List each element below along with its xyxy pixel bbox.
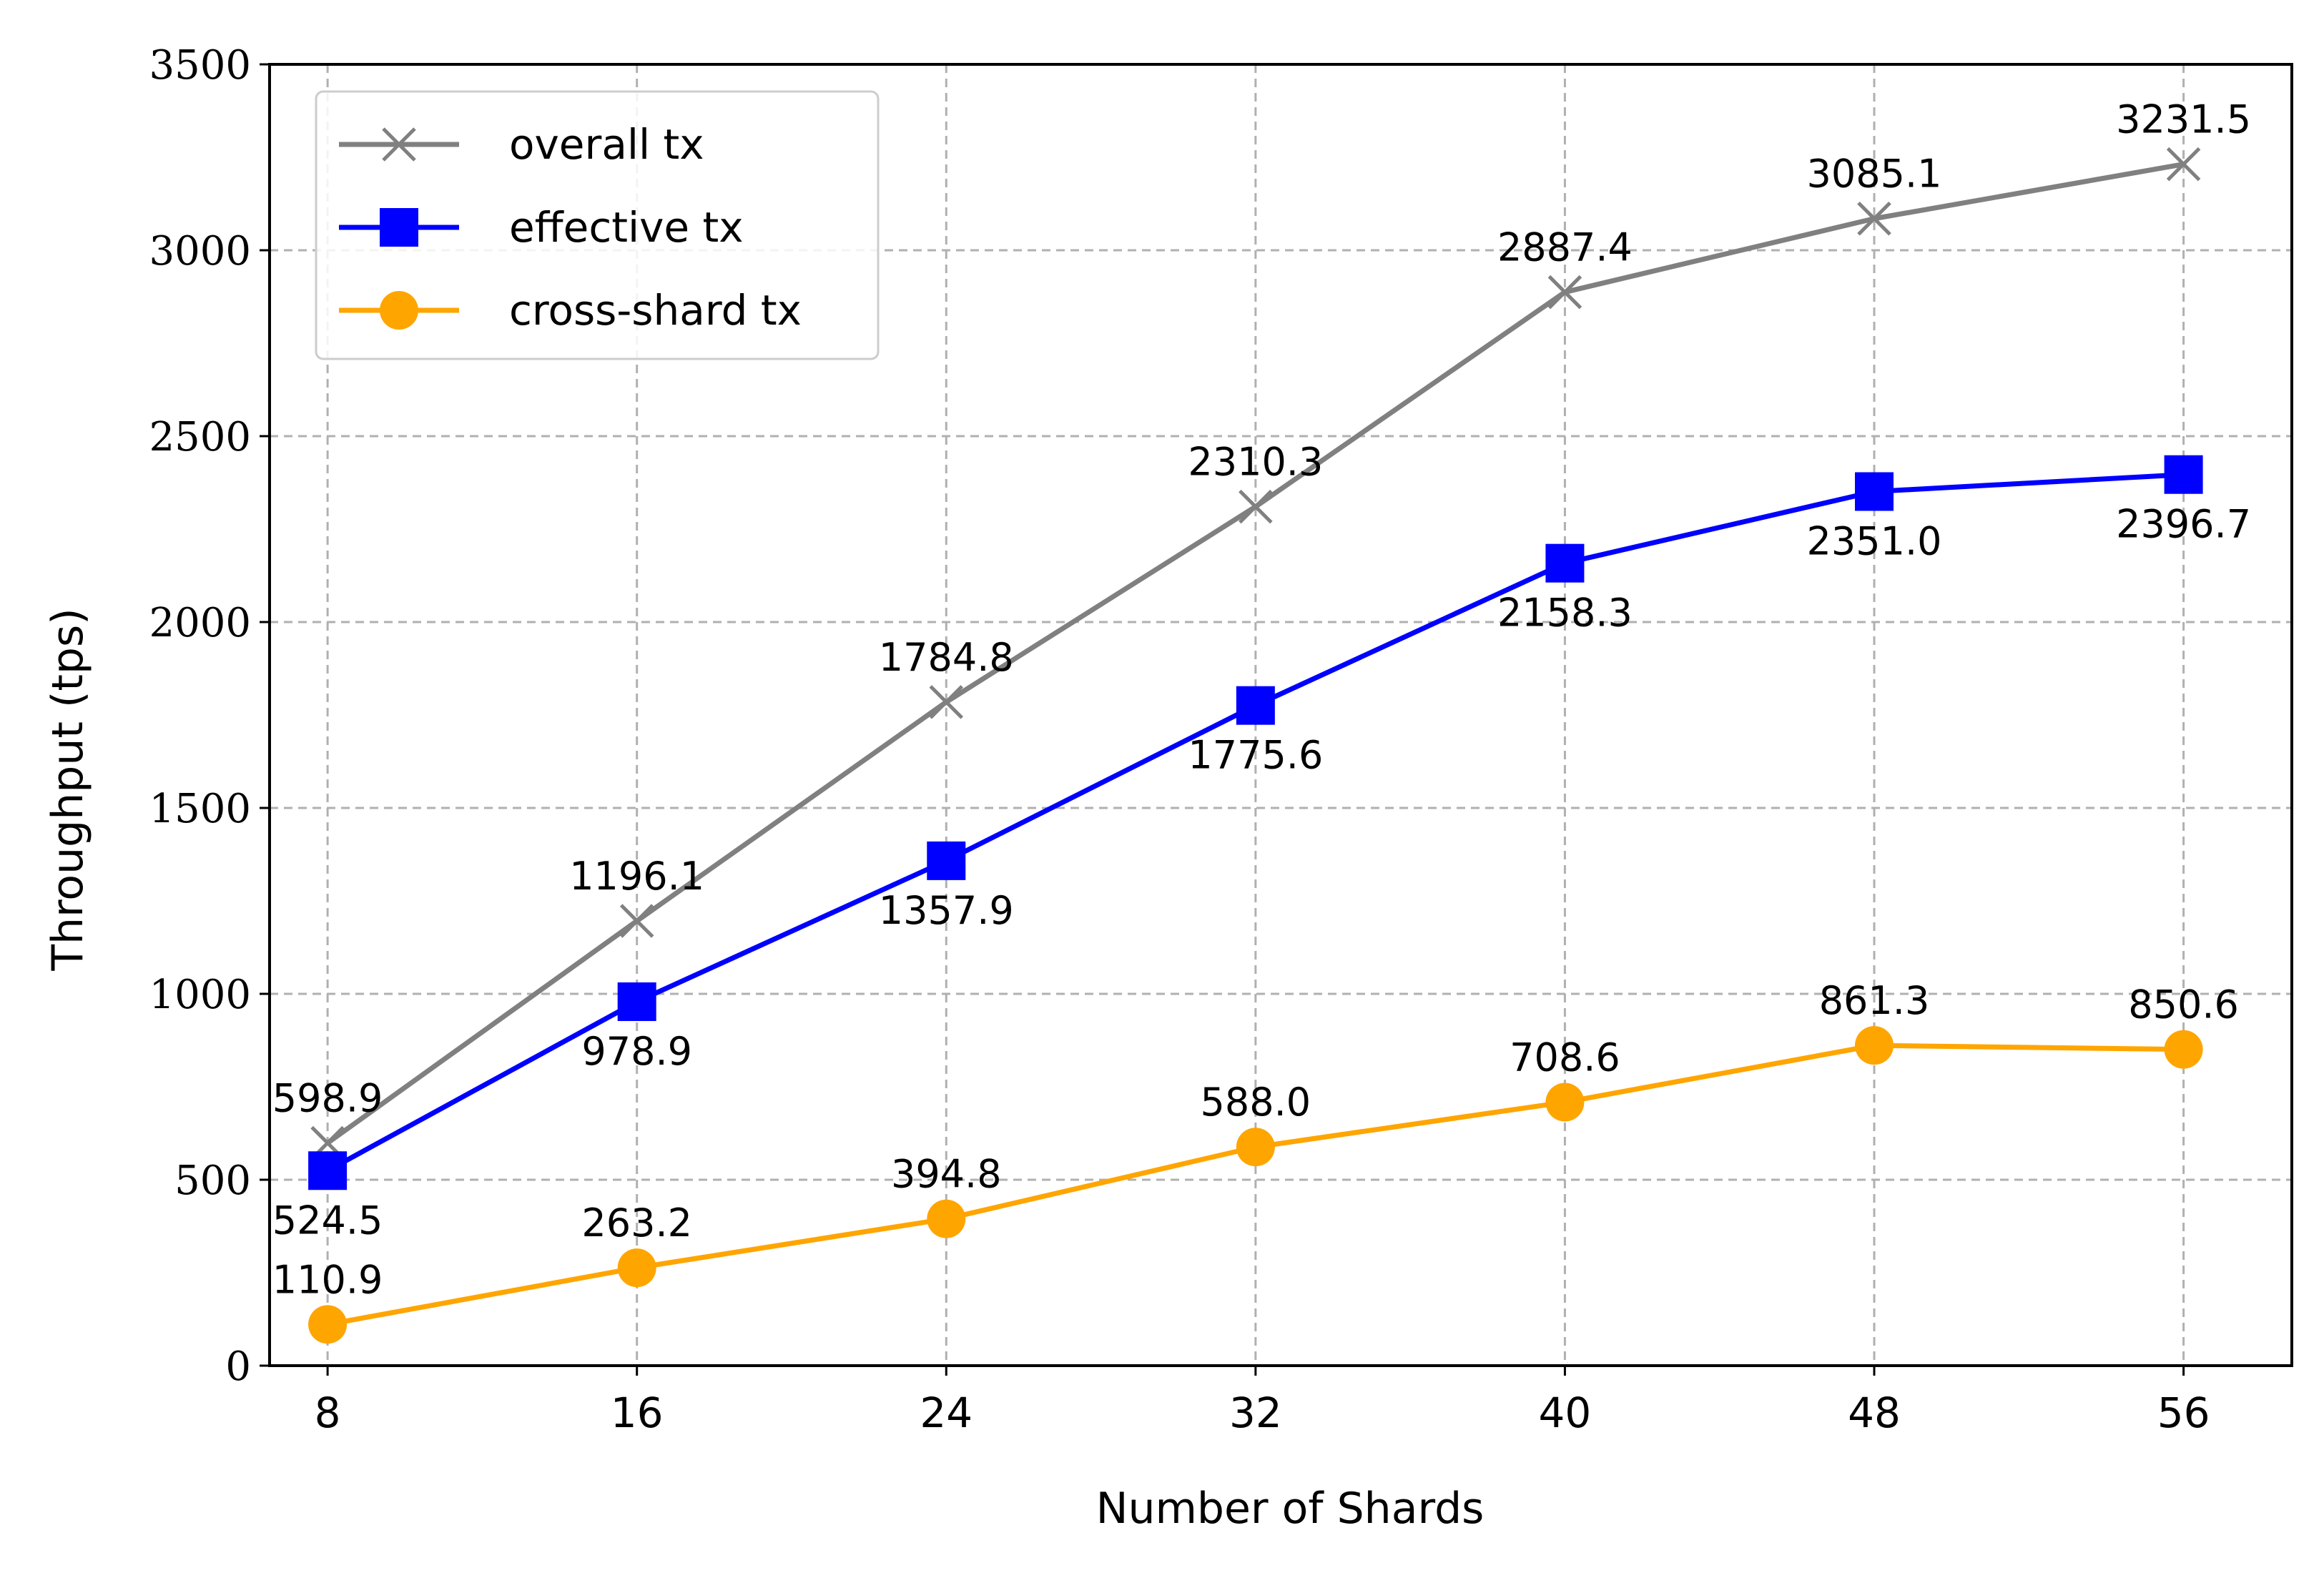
marker-stroke [1547, 275, 1582, 310]
data-label-cross-shard: 394.8 [891, 1152, 1002, 1197]
legend-label: overall tx [509, 120, 704, 169]
data-label-cross-shard: 263.2 [581, 1200, 692, 1246]
data-label-overall: 3231.5 [2116, 97, 2251, 142]
data-point-cross-shard [308, 1305, 348, 1344]
data-point-effective [1855, 472, 1894, 511]
data-point-effective [1545, 543, 1585, 583]
data-point-effective [1236, 686, 1275, 725]
data-point-cross-shard [1545, 1083, 1585, 1122]
data-label-overall: 2310.3 [1188, 440, 1323, 485]
data-label-cross-shard: 708.6 [1510, 1035, 1620, 1080]
y-tick-label: 0 [225, 1343, 251, 1390]
legend-marker [380, 208, 418, 247]
y-tick-label: 1000 [149, 972, 251, 1018]
y-tick-label: 500 [174, 1158, 251, 1204]
legend-entry-overall: overall tx [339, 120, 704, 169]
legend-label: cross-shard tx [509, 286, 802, 335]
y-axis-title: Throughput (tps) [43, 608, 93, 971]
data-labels: 598.9 1196.1 1784.8 2310.3 2887.4 3085.1 3231.… [272, 97, 2251, 1303]
data-point-overall [1857, 201, 1891, 236]
series-cross-shard [308, 1026, 2203, 1344]
data-label-cross-shard: 110.9 [272, 1257, 383, 1302]
data-point-effective [2164, 455, 2203, 494]
series-overall [310, 147, 2201, 1160]
data-label-effective: 1775.6 [1188, 733, 1323, 778]
marker-stroke [1239, 489, 1273, 524]
data-point-overall [2166, 147, 2201, 182]
marker-stroke [1857, 201, 1891, 236]
data-label-effective: 2396.7 [2116, 502, 2251, 547]
marker-stroke [382, 127, 416, 162]
series-layer [308, 147, 2203, 1344]
data-point-effective [308, 1151, 348, 1190]
legend-marker [382, 127, 416, 162]
data-label-overall: 598.9 [272, 1076, 383, 1121]
marker-stroke [2166, 147, 2201, 182]
marker-stroke [929, 685, 964, 719]
x-tick-label: 48 [1848, 1389, 1901, 1437]
x-tick-label: 56 [2157, 1389, 2210, 1437]
y-tick-label: 2000 [149, 600, 251, 646]
data-point-effective [617, 982, 656, 1021]
x-tick-label: 24 [920, 1389, 973, 1437]
data-point-overall [1547, 275, 1582, 310]
legend-entry-cross-shard: cross-shard tx [339, 286, 802, 335]
legend-entry-effective: effective tx [339, 203, 744, 252]
y-tick-label: 3500 [149, 42, 251, 89]
data-label-effective: 2351.0 [1807, 518, 1942, 563]
x-tick-label: 40 [1539, 1389, 1592, 1437]
legend-marker [380, 291, 418, 330]
y-tick-label: 2500 [149, 414, 251, 460]
x-tick-label: 32 [1229, 1389, 1282, 1437]
series-effective [308, 455, 2203, 1190]
legend-box [315, 90, 880, 360]
data-label-overall: 1196.1 [569, 854, 704, 899]
data-point-overall [1239, 489, 1273, 524]
plot-frame [268, 63, 2293, 1367]
x-tick-label: 16 [611, 1389, 664, 1437]
data-label-overall: 1784.8 [879, 635, 1014, 680]
data-point-cross-shard [1236, 1128, 1275, 1167]
data-point-cross-shard [927, 1199, 966, 1238]
data-label-overall: 2887.4 [1497, 225, 1633, 270]
legend: overall tx effective tx cross-shard tx [315, 90, 880, 360]
x-tick-label: 8 [315, 1389, 341, 1437]
marker-stroke [619, 904, 654, 938]
data-point-cross-shard [2164, 1030, 2203, 1069]
axes: 8 16 24 32 40 48 56 0 500 1000 1500 2000 2500 3000 350… [149, 42, 2210, 1437]
data-label-effective: 2158.3 [1497, 591, 1633, 636]
data-point-cross-shard [1855, 1026, 1894, 1065]
legend-label: effective tx [509, 203, 744, 252]
x-axis-title: Number of Shards [1096, 1484, 1484, 1534]
data-label-effective: 524.5 [272, 1198, 383, 1243]
data-label-cross-shard: 861.3 [1819, 978, 1930, 1023]
data-point-effective [927, 841, 966, 880]
y-tick-label: 3000 [149, 228, 251, 275]
y-tick-label: 1500 [149, 786, 251, 832]
data-point-cross-shard [617, 1248, 656, 1288]
data-label-cross-shard: 588.0 [1201, 1080, 1311, 1125]
data-point-overall [619, 904, 654, 938]
data-label-overall: 3085.1 [1807, 152, 1942, 197]
data-label-effective: 1357.9 [879, 888, 1014, 933]
data-label-effective: 978.9 [581, 1029, 692, 1074]
data-label-cross-shard: 850.6 [2128, 982, 2239, 1027]
data-point-overall [929, 685, 964, 719]
